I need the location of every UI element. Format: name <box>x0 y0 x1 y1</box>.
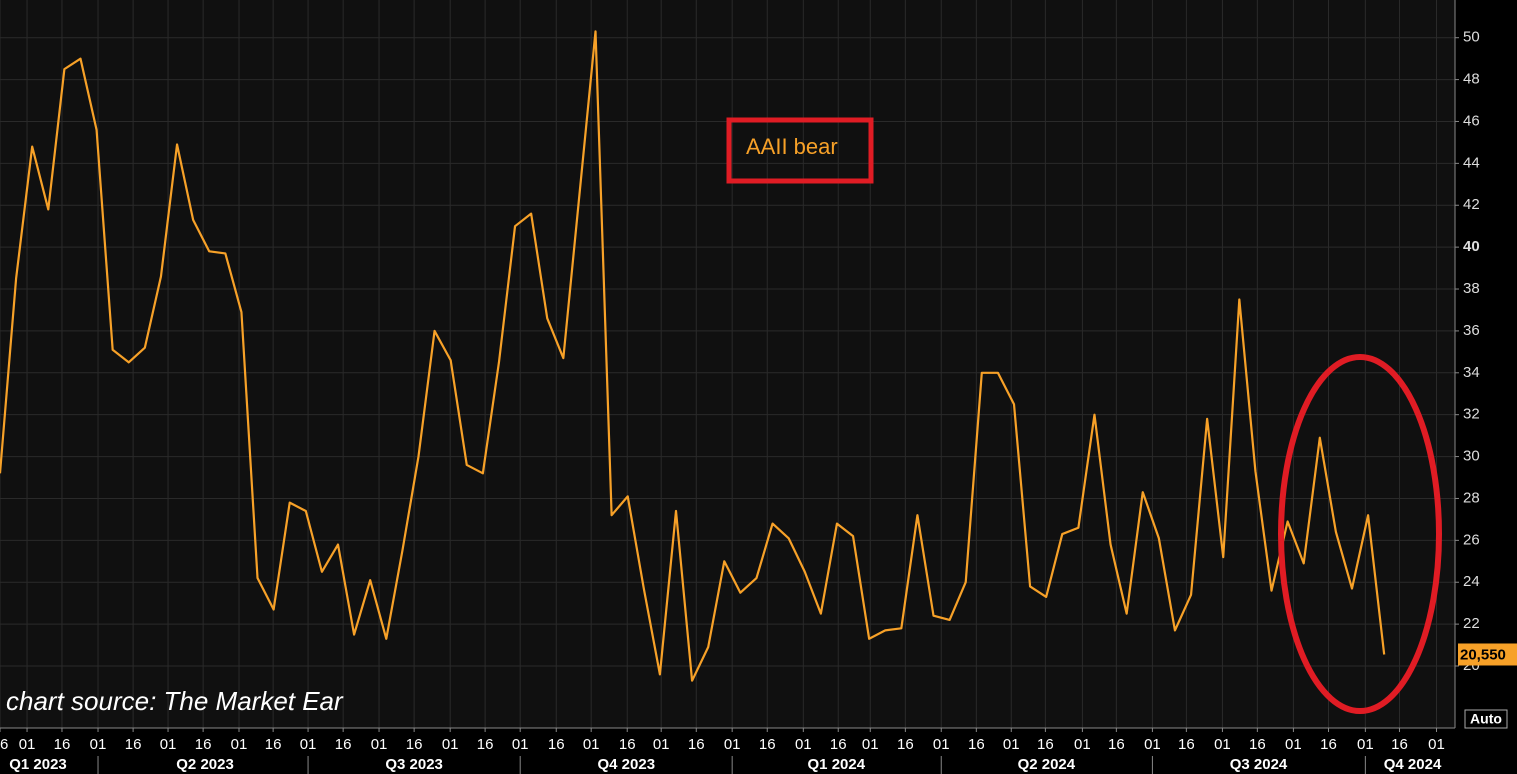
x-tick-label: 16 <box>968 736 985 753</box>
x-tick-label: 16 <box>830 736 847 753</box>
y-tick-label: 22 <box>1463 615 1480 632</box>
x-tick-label: 01 <box>160 736 177 753</box>
y-tick-label: 50 <box>1463 29 1480 46</box>
quarter-label: Q2 2024 <box>1018 756 1076 773</box>
x-tick-label: 01 <box>583 736 600 753</box>
auto-button[interactable] <box>1464 709 1508 729</box>
quarter-label: Q2 2023 <box>176 756 234 773</box>
x-tick-label: 16 <box>335 736 352 753</box>
x-tick-label: 16 <box>406 736 423 753</box>
x-tick-label: 16 <box>759 736 776 753</box>
x-tick-label: 16 <box>1320 736 1337 753</box>
x-tick-label: 01 <box>90 736 107 753</box>
x-tick-label: 01 <box>300 736 317 753</box>
y-tick-label: 52 <box>1463 0 1480 4</box>
x-tick-label: 16 <box>125 736 142 753</box>
x-tick-label: 01 <box>1003 736 1020 753</box>
x-tick-label: 01 <box>1144 736 1161 753</box>
legend-box <box>726 117 874 184</box>
x-tick-label: 16 <box>688 736 705 753</box>
x-tick-label: 16 <box>265 736 282 753</box>
y-tick-label: 28 <box>1463 489 1480 506</box>
x-tick-label: 16 <box>1178 736 1195 753</box>
y-tick-label: 38 <box>1463 280 1480 297</box>
x-tick-label: 16 <box>54 736 71 753</box>
quarter-label: Q3 2024 <box>1230 756 1288 773</box>
x-tick-label: 01 <box>724 736 741 753</box>
line-series <box>0 30 1386 682</box>
x-tick-label: 16 <box>1391 736 1408 753</box>
x-tick-label: 01 <box>1214 736 1231 753</box>
x-tick-label: 16 <box>897 736 914 753</box>
highlight-ellipse <box>1278 354 1442 714</box>
x-tick-label: 01 <box>442 736 459 753</box>
x-tick-label: 01 <box>1428 736 1445 753</box>
legend-label: AAII bear <box>746 134 838 159</box>
x-tick-label: 16 <box>1249 736 1266 753</box>
y-tick-label: 24 <box>1463 573 1480 590</box>
source-note: chart source: The Market Ear <box>6 686 344 716</box>
x-tick-label: 16 <box>1108 736 1125 753</box>
x-tick-label: 01 <box>512 736 529 753</box>
x-tick-label: 16 <box>195 736 212 753</box>
x-tick-label: 01 <box>1285 736 1302 753</box>
x-tick-label: 01 <box>19 736 36 753</box>
x-tick-label: 16 <box>1037 736 1054 753</box>
y-tick-label: 42 <box>1463 196 1480 213</box>
y-tick-label: 40 <box>1463 238 1480 255</box>
x-tick-label: 16 <box>0 736 8 753</box>
y-tick-label: 48 <box>1463 71 1480 88</box>
x-tick-label: 01 <box>862 736 879 753</box>
quarter-label: Q4 2023 <box>597 756 655 773</box>
x-tick-label: 01 <box>1074 736 1091 753</box>
x-tick-label: 01 <box>1357 736 1374 753</box>
quarter-label: Q1 2023 <box>9 756 67 773</box>
y-tick-label: 26 <box>1463 531 1480 548</box>
quarter-label: Q1 2024 <box>808 756 866 773</box>
x-tick-label: 16 <box>477 736 494 753</box>
y-tick-label: 36 <box>1463 322 1480 339</box>
y-tick-label: 44 <box>1463 154 1480 171</box>
last-value-box <box>1458 643 1517 666</box>
y-tick-label: 34 <box>1463 364 1480 381</box>
x-tick-label: 01 <box>653 736 670 753</box>
y-tick-label: 46 <box>1463 112 1480 129</box>
auto-button-label[interactable]: Auto <box>1470 711 1502 727</box>
x-tick-label: 01 <box>231 736 248 753</box>
quarter-label: Q3 2023 <box>385 756 443 773</box>
x-tick-label: 16 <box>548 736 565 753</box>
y-tick-label: 32 <box>1463 406 1480 423</box>
last-value-label: 20,550 <box>1460 646 1506 663</box>
y-tick-label: 30 <box>1463 448 1480 465</box>
quarter-label: Q4 2024 <box>1384 756 1442 773</box>
x-tick-label: 16 <box>619 736 636 753</box>
x-tick-label: 01 <box>795 736 812 753</box>
x-tick-label: 01 <box>933 736 950 753</box>
x-tick-label: 01 <box>371 736 388 753</box>
plot-area <box>0 0 1455 728</box>
